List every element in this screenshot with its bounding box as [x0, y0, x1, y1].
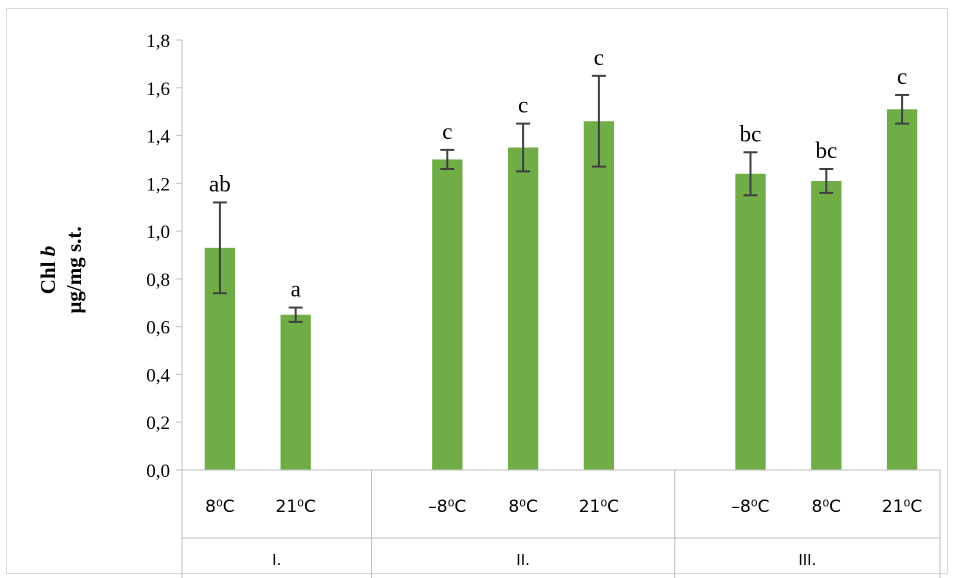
- significance-letter: bc: [815, 138, 837, 163]
- significance-letter: bc: [740, 121, 762, 146]
- y-tick-label: 1,0: [146, 222, 170, 243]
- bar: [507, 147, 539, 470]
- x-category-label: 21⁰C: [579, 497, 619, 517]
- significance-letter: c: [594, 45, 604, 70]
- bar: [735, 173, 766, 470]
- y-tick-label: 0,6: [146, 318, 170, 339]
- x-category-label: 8⁰C: [205, 497, 235, 517]
- x-axis: 8⁰C 21⁰C –8⁰C 8⁰C 21⁰C –8⁰C 8⁰C 21⁰C I. II. III.: [181, 469, 941, 578]
- x-category-label: –8⁰C: [428, 497, 466, 517]
- y-axis-unit: µg/mg s.t.: [62, 226, 86, 313]
- x-group-label: III.: [798, 551, 816, 569]
- y-tick-label: 1,8: [146, 31, 170, 52]
- significance-letter: c: [518, 93, 528, 118]
- svg-text:Chl b: Chl b: [36, 246, 60, 294]
- x-category-label: 21⁰C: [882, 497, 922, 517]
- y-axis-label-text: Chl: [36, 261, 60, 294]
- y-tick-label: 0,2: [146, 413, 170, 434]
- y-axis-label-italic: b: [36, 246, 60, 257]
- bars: ab a c c c bc bc c: [204, 45, 918, 471]
- bar: [886, 109, 918, 471]
- y-tick-label: 0,4: [146, 365, 170, 386]
- significance-letter: ab: [209, 171, 231, 196]
- bar: [432, 159, 463, 470]
- significance-letter: c: [442, 119, 452, 144]
- x-category-label: 8⁰C: [508, 497, 538, 517]
- x-category-label: 21⁰C: [276, 497, 316, 517]
- y-tick-label: 1,4: [146, 127, 170, 148]
- y-tick-label: 1,6: [146, 79, 170, 100]
- y-axis-label: Chl b µg/mg s.t.: [36, 226, 86, 313]
- bar: [280, 314, 311, 470]
- y-axis: 0,0 0,2 0,4 0,6 0,8 1,0 1,2 1,4 1,6 1,8: [146, 31, 183, 482]
- significance-letter: c: [897, 64, 907, 89]
- bar: [583, 121, 615, 470]
- x-category-label: 8⁰C: [812, 497, 842, 517]
- y-tick-label: 0,8: [146, 270, 170, 291]
- x-category-label: –8⁰C: [731, 497, 769, 517]
- bar: [811, 180, 842, 470]
- x-group-label: I.: [272, 551, 281, 569]
- y-tick-label: 1,2: [146, 174, 170, 195]
- significance-letter: a: [291, 277, 301, 302]
- chart-frame: [6, 8, 948, 574]
- x-group-label: II.: [516, 551, 530, 569]
- y-tick-label: 0,0: [146, 461, 170, 482]
